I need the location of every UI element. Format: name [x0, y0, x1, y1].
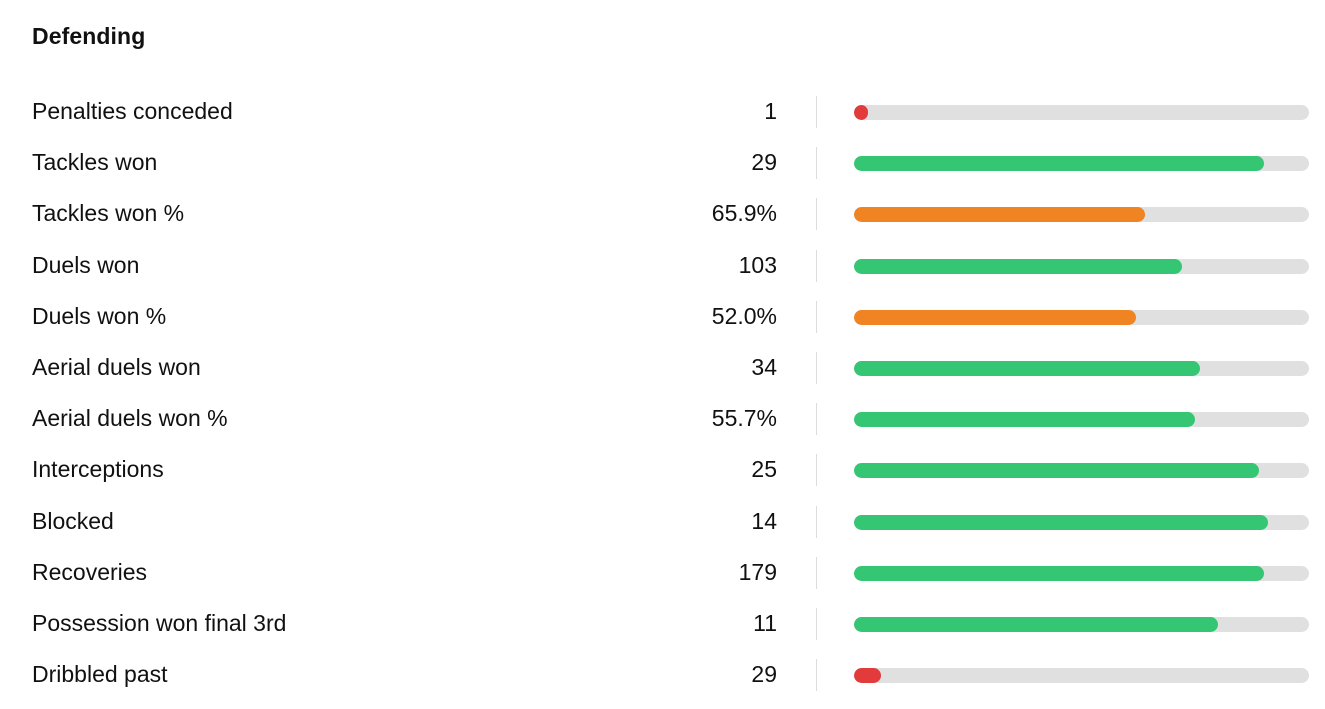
percentile-bar-track — [854, 360, 1309, 376]
stat-label: Recoveries — [32, 558, 148, 585]
stat-value: 65.9% — [711, 200, 777, 227]
stat-label: Dribbled past — [32, 661, 168, 688]
percentile-bar-fill-good — [854, 463, 1259, 479]
column-divider — [816, 96, 817, 128]
percentile-bar-track — [854, 105, 1309, 120]
stat-row: Interceptions 25 — [0, 444, 1325, 495]
percentile-bar-fill-good — [854, 616, 1218, 632]
percentile-bar-fill-poor — [854, 668, 882, 684]
stat-row: Blocked 14 — [0, 496, 1325, 547]
percentile-bar-track — [854, 565, 1309, 581]
column-divider — [816, 454, 817, 487]
percentile-bar-track — [854, 156, 1309, 172]
column-divider — [816, 556, 817, 589]
stat-value: 52.0% — [711, 302, 777, 329]
stat-label: Duels won % — [32, 302, 167, 329]
percentile-bar-fill-good — [854, 156, 1264, 172]
stat-row: Recoveries 179 — [0, 547, 1325, 598]
stat-value: 179 — [738, 558, 777, 585]
column-divider — [816, 249, 817, 282]
column-divider — [816, 300, 817, 333]
stat-label: Penalties conceded — [32, 98, 233, 124]
stat-value: 29 — [751, 149, 777, 176]
percentile-bar-track — [854, 412, 1309, 428]
stat-row: Duels won % 52.0% — [0, 291, 1325, 342]
percentile-bar-fill-poor — [854, 105, 868, 120]
stat-value: 29 — [751, 661, 777, 688]
stat-label: Aerial duels won % — [32, 405, 228, 432]
stat-row: Tackles won % 65.9% — [0, 188, 1325, 239]
column-divider — [816, 505, 817, 538]
percentile-bar-fill-average — [854, 207, 1146, 223]
stat-row: Penalties conceded 1 — [0, 86, 1325, 137]
stat-label: Aerial duels won — [32, 353, 201, 380]
percentile-bar-track — [854, 514, 1309, 530]
stat-value: 55.7% — [711, 405, 777, 432]
stat-value: 34 — [751, 353, 777, 380]
percentile-bar-track — [854, 463, 1309, 479]
percentile-bar-fill-good — [854, 258, 1182, 274]
percentile-bar-track — [854, 309, 1309, 325]
column-divider — [816, 659, 817, 692]
stat-label: Interceptions — [32, 456, 164, 483]
percentile-bar-fill-good — [854, 360, 1200, 376]
percentile-bar-fill-good — [854, 514, 1269, 530]
percentile-bar-track — [854, 668, 1309, 684]
stat-row: Tackles won 29 — [0, 137, 1325, 188]
percentile-bar-fill-average — [854, 309, 1137, 325]
column-divider — [816, 351, 817, 384]
stat-value: 1 — [764, 98, 777, 124]
stat-label: Tackles won — [32, 149, 158, 176]
column-divider — [816, 403, 817, 436]
stat-value: 14 — [751, 507, 777, 534]
column-divider — [816, 198, 817, 231]
stat-value: 11 — [753, 609, 777, 636]
column-divider — [816, 607, 817, 640]
stat-row: Aerial duels won % 55.7% — [0, 393, 1325, 444]
percentile-bar-track — [854, 207, 1309, 223]
stat-label: Blocked — [32, 507, 114, 534]
column-divider — [816, 147, 817, 180]
percentile-bar-fill-good — [854, 412, 1196, 428]
stat-row: Aerial duels won 34 — [0, 342, 1325, 393]
percentile-bar-track — [854, 258, 1309, 274]
section-title: Defending — [32, 23, 146, 49]
percentile-bar-track — [854, 616, 1309, 632]
percentile-bar-fill-good — [854, 565, 1264, 581]
stat-row: Possession won final 3rd 11 — [0, 598, 1325, 649]
stat-row: Duels won 103 — [0, 240, 1325, 291]
stat-label: Duels won — [32, 251, 140, 278]
stat-label: Possession won final 3rd — [32, 609, 287, 636]
stat-row: Dribbled past 29 — [0, 649, 1325, 700]
stat-value: 25 — [751, 456, 777, 483]
stat-label: Tackles won % — [32, 200, 185, 227]
stat-value: 103 — [738, 251, 777, 278]
stats-list: Penalties conceded 1 Tackles won 29 Tackles … — [0, 86, 1325, 700]
